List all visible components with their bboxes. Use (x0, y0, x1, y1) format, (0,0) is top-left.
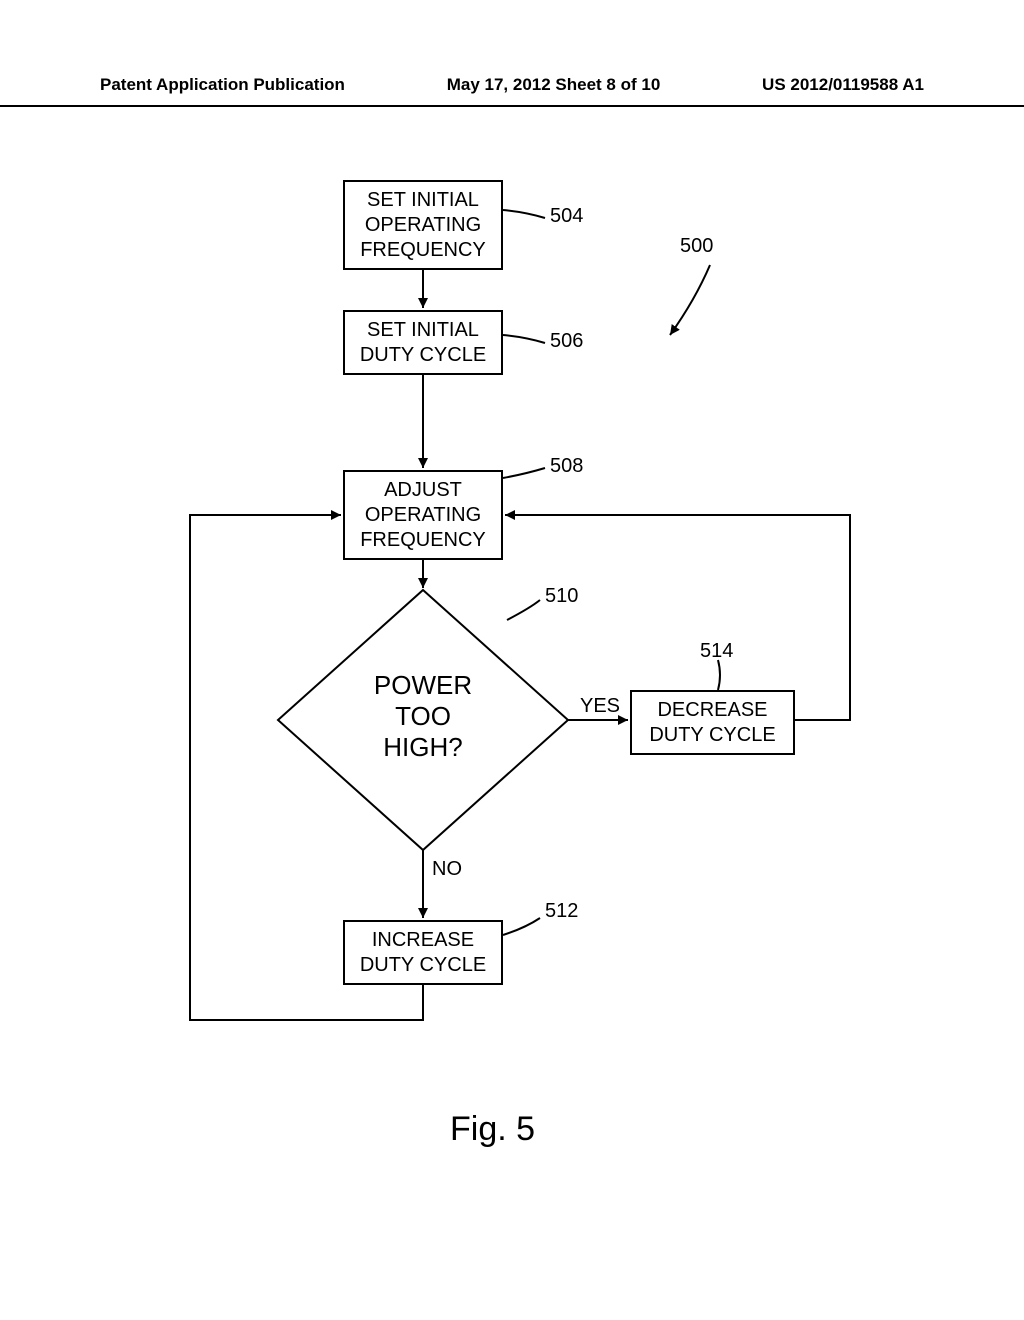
edge-label-yes: YES (580, 695, 620, 718)
ref-510: 510 (545, 585, 578, 608)
ref-504: 504 (550, 205, 583, 228)
ref-508: 508 (550, 455, 583, 478)
node-increase-duty-cycle: INCREASEDUTY CYCLE (343, 920, 503, 985)
node-text: POWERTOOHIGH? (374, 670, 472, 762)
node-set-initial-duty-cycle: SET INITIALDUTY CYCLE (343, 310, 503, 375)
ref-500: 500 (680, 235, 713, 258)
edge-label-no: NO (432, 858, 462, 881)
ref-512: 512 (545, 900, 578, 923)
node-set-initial-frequency: SET INITIALOPERATINGFREQUENCY (343, 180, 503, 270)
node-text: INCREASEDUTY CYCLE (360, 928, 486, 978)
node-text: SET INITIALDUTY CYCLE (360, 318, 486, 368)
node-text: ADJUSTOPERATINGFREQUENCY (360, 478, 486, 553)
node-text: DECREASEDUTY CYCLE (649, 698, 775, 748)
node-power-too-high: POWERTOOHIGH? (348, 670, 498, 764)
ref-514: 514 (700, 640, 733, 663)
figure-caption: Fig. 5 (450, 1110, 535, 1149)
node-adjust-frequency: ADJUSTOPERATINGFREQUENCY (343, 470, 503, 560)
ref-506: 506 (550, 330, 583, 353)
node-text: SET INITIALOPERATINGFREQUENCY (360, 188, 486, 263)
flowchart-diagram: SET INITIALOPERATINGFREQUENCY SET INITIA… (0, 0, 1024, 1320)
node-decrease-duty-cycle: DECREASEDUTY CYCLE (630, 690, 795, 755)
